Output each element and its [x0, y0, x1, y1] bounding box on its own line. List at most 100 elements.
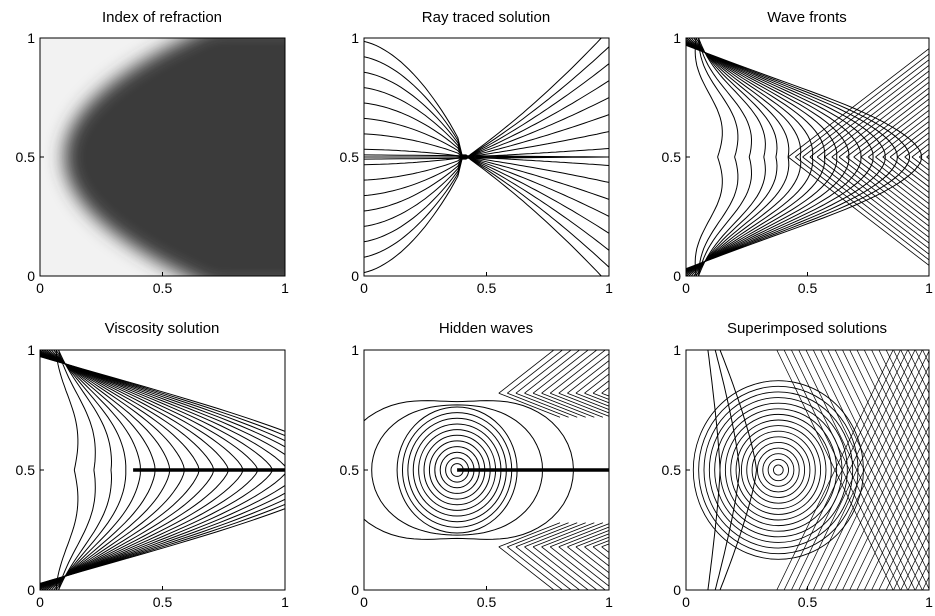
- corner-front: [584, 536, 609, 548]
- caustic-line: [831, 81, 929, 158]
- corner-front: [610, 523, 671, 547]
- corner-front: [532, 522, 595, 548]
- corner-front: [550, 392, 609, 417]
- wave-front: [695, 38, 778, 158]
- mesh-line: [856, 350, 929, 500]
- mesh-line: [776, 350, 894, 590]
- caustic-line: [846, 156, 929, 222]
- panel-title: Hidden waves: [439, 320, 533, 337]
- ticks: 0 0.5 1 0 0.5 1: [662, 342, 934, 610]
- caustic-line: [809, 156, 929, 250]
- corner-front: [601, 546, 609, 554]
- wave-front: [693, 38, 790, 158]
- wave-front: [695, 156, 778, 276]
- mesh-line: [776, 350, 894, 590]
- mesh-line: [878, 485, 929, 590]
- ticks: 0 0.5 1 0 0.5 1: [16, 30, 290, 296]
- level-curve: [719, 469, 757, 590]
- ray-path: [364, 46, 609, 258]
- corner-front: [575, 546, 609, 574]
- level-curve: [707, 350, 721, 471]
- level-curve: [719, 350, 757, 471]
- corner-front: [524, 392, 586, 418]
- panel-superimposed-solutions: Superimposed solutions 0 0.5 1 0 0.5 1: [662, 320, 935, 610]
- y-tick-label: 0: [673, 582, 681, 598]
- mesh-line: [834, 395, 929, 590]
- corner-front: [601, 386, 609, 394]
- y-tick-label: 0.5: [662, 149, 682, 165]
- corner-front: [532, 392, 595, 418]
- plot-body: [686, 38, 929, 276]
- plot-body: [364, 38, 609, 276]
- corner-front: [532, 546, 589, 590]
- wave-front: [686, 44, 923, 158]
- wave-front: [698, 156, 739, 276]
- x-tick-label: 0.5: [798, 280, 818, 296]
- mesh-line: [931, 326, 935, 602]
- corner-front: [592, 380, 609, 394]
- y-tick-label: 0.5: [16, 149, 36, 165]
- caustic-line: [824, 76, 929, 158]
- plot-body: [40, 38, 285, 276]
- corner-front: [507, 546, 564, 590]
- mesh-line: [863, 350, 929, 485]
- wave-front: [698, 38, 739, 158]
- circular-front: [767, 458, 789, 482]
- caustic-line: [787, 48, 929, 158]
- caustic-line: [926, 156, 929, 160]
- caustic-line: [926, 154, 929, 158]
- corner-front: [567, 392, 609, 410]
- caustic-line: [889, 156, 929, 188]
- circular-front: [773, 464, 784, 476]
- level-curve: [55, 350, 127, 470]
- mesh-line: [791, 350, 909, 590]
- x-tick-label: 0: [360, 280, 368, 296]
- distorted-front: [364, 400, 574, 540]
- corner-front: [524, 350, 581, 394]
- corner-front: [507, 522, 569, 548]
- corner-front: [541, 350, 598, 394]
- ray-path: [364, 80, 609, 227]
- corner-front: [558, 526, 609, 548]
- mesh-line: [893, 350, 929, 425]
- circular-front: [751, 441, 806, 499]
- mesh-line: [900, 350, 929, 410]
- caustic-line: [919, 156, 929, 165]
- corner-front: [498, 522, 561, 548]
- level-curve: [58, 350, 113, 471]
- plot-area: [692, 326, 935, 602]
- corner-front: [584, 546, 609, 567]
- plot-area: [686, 38, 929, 276]
- y-tick-label: 1: [673, 342, 681, 358]
- y-tick-label: 0: [27, 582, 35, 598]
- y-tick-label: 1: [351, 342, 359, 358]
- caustic-line: [795, 53, 929, 158]
- y-tick-label: 0.5: [340, 462, 360, 478]
- caustic-line: [919, 149, 929, 158]
- ray-path: [364, 56, 609, 268]
- circular-front: [698, 385, 859, 555]
- x-tick-label: 1: [281, 280, 289, 296]
- panel-index-of-refraction: Index of refraction 0 0.5 1 0 0.5 1: [16, 9, 290, 296]
- ray-path: [364, 38, 602, 274]
- caustic-line: [875, 156, 929, 199]
- mesh-line: [820, 365, 929, 590]
- caustic-line: [897, 132, 929, 158]
- corner-front: [610, 547, 671, 595]
- corner-front: [575, 366, 609, 394]
- caustic-line: [787, 156, 929, 266]
- caustic-line: [882, 156, 929, 194]
- caustic-line: [802, 59, 929, 158]
- corner-front: [498, 350, 555, 394]
- x-tick-label: 0.5: [477, 280, 497, 296]
- mesh-line: [907, 546, 929, 590]
- mesh-line: [849, 350, 929, 515]
- corner-front: [532, 350, 589, 394]
- corner-front: [524, 546, 581, 590]
- ray-path: [364, 133, 609, 183]
- level-curve: [40, 508, 285, 584]
- level-curve: [55, 470, 127, 590]
- panel-title: Superimposed solutions: [727, 320, 887, 337]
- y-tick-label: 1: [351, 30, 359, 46]
- caustic-line: [853, 156, 929, 216]
